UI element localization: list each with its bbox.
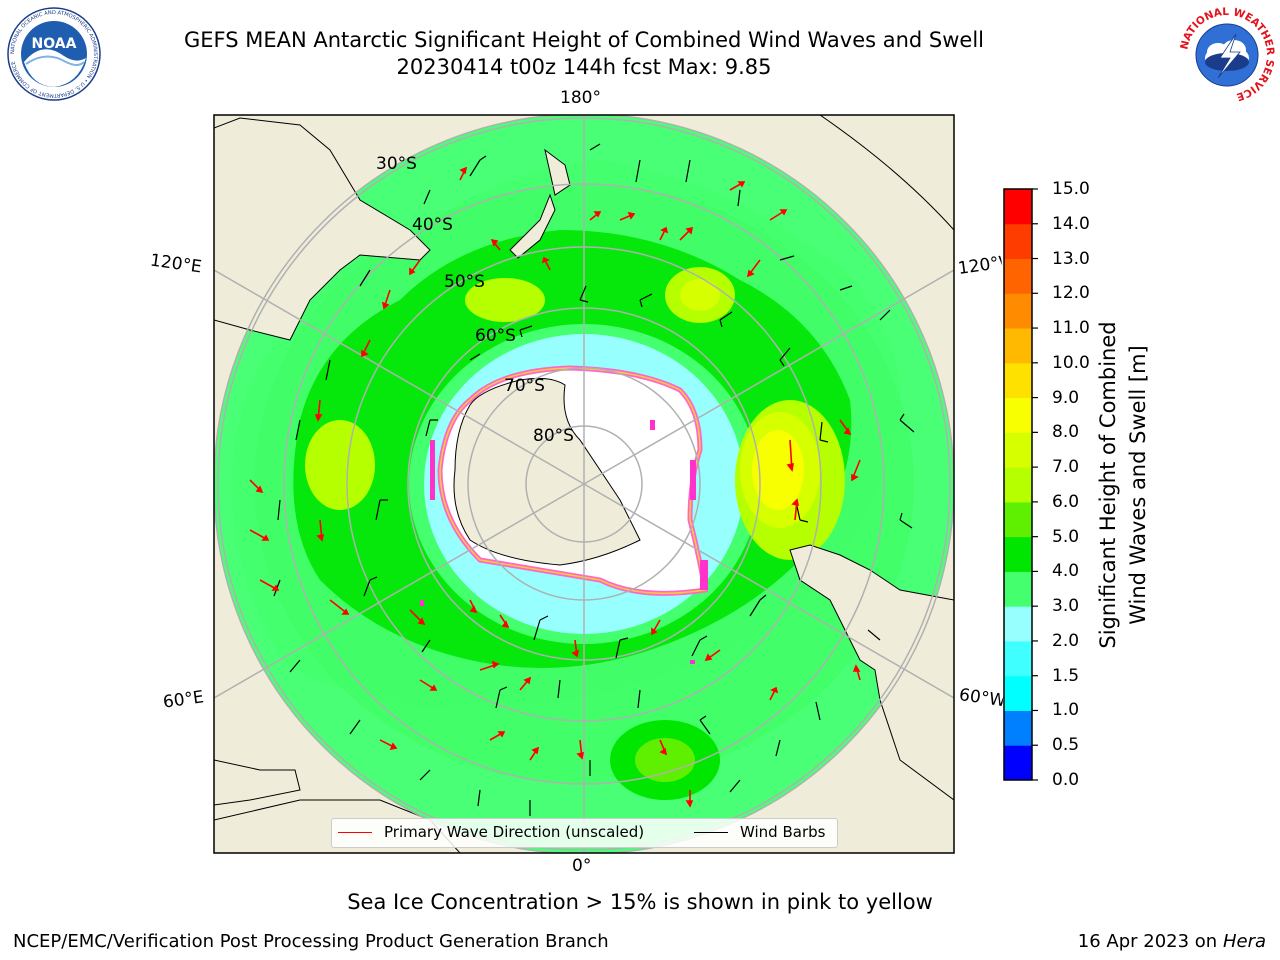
colorbar-tick-label: 7.0 (1052, 457, 1080, 478)
colorbar-tick-label: 13.0 (1052, 248, 1090, 269)
map-frame (213, 114, 955, 854)
legend-swatch-red (338, 831, 372, 833)
colorbar-segment (1004, 675, 1032, 711)
colorbar-tick-label: 12.0 (1052, 283, 1090, 304)
colorbar-label-line1: Significant Height of Combined (1096, 321, 1120, 649)
colorbar-frame (1003, 188, 1033, 781)
legend-label-wind-barbs: Wind Barbs (740, 823, 826, 841)
chart-title: GEFS MEAN Antarctic Significant Height o… (183, 28, 985, 52)
colorbar-segment (1004, 501, 1032, 538)
footer-machine: Hera (1222, 931, 1266, 952)
colorbar-segment (1004, 571, 1032, 607)
colorbar-label: Significant Height of Combined Wind Wave… (1093, 305, 1163, 665)
lat-label-60s: 60°S (475, 326, 516, 346)
colorbar-tick-label: 15.0 (1052, 179, 1090, 199)
wind-barbs (273, 143, 915, 816)
lon-label-180: 180° (560, 88, 601, 108)
footer-date: 16 Apr 2023 on Hera (1078, 931, 1266, 952)
colorbar-segment (1004, 223, 1032, 260)
legend-item-wind-barbs: Wind Barbs (694, 823, 825, 841)
sea-ice-specks (420, 420, 708, 664)
noaa-logo: NOAA NATIONAL OCEANIC AND ATMOSPHERIC AD… (7, 7, 101, 101)
legend-label-wave-direction: Primary Wave Direction (unscaled) (384, 823, 645, 841)
africa-madagascar-land (214, 759, 301, 806)
colorbar-segment (1004, 606, 1032, 642)
colorbar-tick-label: 8.0 (1052, 422, 1080, 443)
south-america-land (789, 544, 954, 801)
colorbar-tick-label: 1.5 (1052, 665, 1080, 686)
lat-label-70s: 70°S (504, 376, 545, 396)
colorbar-tick-label: 2.0 (1052, 630, 1080, 651)
colorbar-tick-label: 3.0 (1052, 596, 1080, 617)
noaa-logo-text: NOAA (32, 36, 77, 52)
colorbar-tick-label: 5.0 (1052, 526, 1080, 547)
colorbar-segment (1004, 362, 1032, 399)
legend-item-wave-direction: Primary Wave Direction (unscaled) (338, 823, 644, 841)
colorbar-tick-label: 4.0 (1052, 561, 1080, 582)
colorbar-segment (1004, 710, 1032, 746)
latitude-labels: 30°S 40°S 50°S 60°S 70°S 80°S (376, 154, 574, 446)
colorbar-segment (1004, 397, 1032, 433)
footer-date-text: 16 Apr 2023 on (1077, 931, 1218, 952)
colorbar-segment (1004, 640, 1032, 677)
new-zealand-south (509, 193, 556, 259)
colorbar-tick-label: 14.0 (1052, 213, 1090, 234)
colorbar-tick-label: 0.5 (1052, 735, 1080, 756)
chart-subtitle: 20230414 t00z 144h fcst Max: 9.85 (396, 55, 772, 79)
colorbar-segment (1004, 536, 1032, 572)
colorbar-label-line2: Wind Waves and Swell [m] (1126, 345, 1150, 625)
colorbar-tick-label: 10.0 (1052, 352, 1090, 373)
colorbar-segment (1004, 328, 1032, 364)
colorbar-segment (1004, 745, 1032, 781)
graticule (214, 115, 954, 853)
colorbar-tick-label: 11.0 (1052, 318, 1090, 339)
colorbar-segment (1004, 189, 1032, 225)
colorbar-tick-label: 1.0 (1052, 700, 1080, 721)
colorbar-segment (1004, 293, 1032, 329)
lat-label-40s: 40°S (412, 215, 453, 235)
colorbar-segment (1004, 432, 1032, 468)
colorbar-segment (1004, 467, 1032, 503)
wave-direction-arrows (249, 166, 861, 808)
colorbar (1003, 188, 1038, 781)
map-legend: Primary Wave Direction (unscaled) Wind B… (331, 818, 838, 848)
colorbar-tick-label: 0.0 (1052, 770, 1080, 790)
colorbar-tick-label: 9.0 (1052, 387, 1080, 408)
colorbar-tick-label: 6.0 (1052, 491, 1080, 512)
legend-swatch-black (694, 831, 728, 833)
national-weather-service-logo: NATIONAL WEATHER SERVICE (1178, 6, 1276, 103)
lat-label-30s: 30°S (376, 154, 417, 174)
footer-branch: NCEP/EMC/Verification Post Processing Pr… (13, 931, 609, 952)
lat-label-50s: 50°S (444, 272, 485, 292)
lon-label-0: 0° (572, 856, 592, 876)
sea-ice-note: Sea Ice Concentration > 15% is shown in … (347, 890, 933, 914)
colorbar-segment (1004, 258, 1032, 294)
antarctica-land (453, 377, 641, 566)
lat-label-80s: 80°S (533, 426, 574, 446)
